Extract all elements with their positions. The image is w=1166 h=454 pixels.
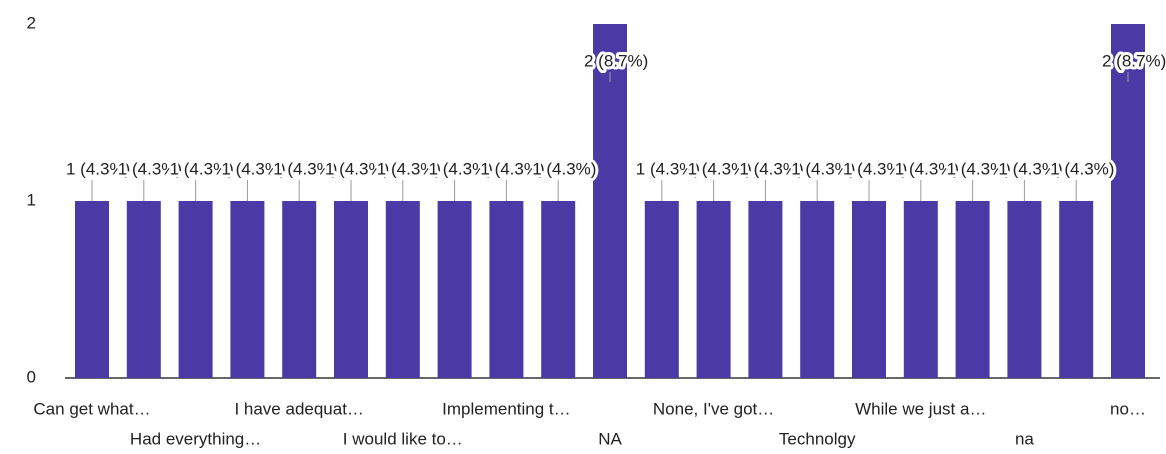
bar xyxy=(282,201,317,378)
bar xyxy=(126,201,161,378)
x-tick-label: Implementing t… xyxy=(442,399,571,418)
x-tick-label: I would like to… xyxy=(343,429,463,448)
bar xyxy=(385,201,420,378)
data-label: 1 (4.3%) xyxy=(325,159,389,178)
data-label: 1 (4.3%) xyxy=(532,159,596,178)
bar xyxy=(1059,201,1094,378)
bar xyxy=(437,201,472,378)
x-tick-label: Can get what… xyxy=(33,399,150,418)
bar xyxy=(75,201,109,378)
data-label: 1 (4.3%) xyxy=(118,159,182,178)
bar xyxy=(1111,24,1145,378)
y-tick-label: 2 xyxy=(27,13,36,32)
bar xyxy=(489,201,524,378)
bar xyxy=(1007,201,1042,378)
data-label: 1 (4.3%) xyxy=(221,159,285,178)
data-label: 1 (4.3%) xyxy=(739,159,803,178)
data-label: 1 (4.3%) xyxy=(273,159,337,178)
bar xyxy=(800,201,835,378)
data-label: 2 (8.7%) xyxy=(584,51,648,70)
data-label: 1 (4.3%) xyxy=(998,159,1062,178)
x-tick-label: no… xyxy=(1110,399,1146,418)
x-tick-label: NA xyxy=(598,429,622,448)
bar xyxy=(230,201,265,378)
bar xyxy=(955,201,990,378)
x-tick-label: na xyxy=(1015,429,1034,448)
bar xyxy=(541,201,576,378)
bar xyxy=(903,201,938,378)
bar xyxy=(696,201,731,378)
data-label: 1 (4.3%) xyxy=(688,159,752,178)
data-label: 1 (4.3%) xyxy=(1050,159,1114,178)
data-label: 1 (4.3%) xyxy=(791,159,855,178)
data-label: 1 (4.3%) xyxy=(429,159,493,178)
data-label: 1 (4.3%) xyxy=(843,159,907,178)
bar xyxy=(644,201,679,378)
x-tick-label: Technolgy xyxy=(779,429,856,448)
data-label: 1 (4.3%) xyxy=(895,159,959,178)
bar xyxy=(593,24,627,378)
data-label: 1 (4.3%) xyxy=(947,159,1011,178)
x-tick-label: Had everything… xyxy=(130,429,261,448)
x-tick-label: While we just a… xyxy=(855,399,986,418)
data-label: 2 (8.7%) xyxy=(1102,51,1166,70)
bar xyxy=(334,201,368,378)
data-label: 1 (4.3%) xyxy=(66,159,130,178)
bar xyxy=(748,201,783,378)
x-tick-label: I have adequat… xyxy=(234,399,363,418)
data-label: 1 (4.3%) xyxy=(170,159,234,178)
bar xyxy=(178,201,213,378)
y-tick-label: 0 xyxy=(27,367,36,386)
data-label: 1 (4.3%) xyxy=(636,159,700,178)
y-tick-label: 1 xyxy=(27,190,36,209)
x-tick-label: None, I've got… xyxy=(653,399,774,418)
data-label: 1 (4.3%) xyxy=(377,159,441,178)
bar xyxy=(852,201,886,378)
data-label: 1 (4.3%) xyxy=(480,159,544,178)
